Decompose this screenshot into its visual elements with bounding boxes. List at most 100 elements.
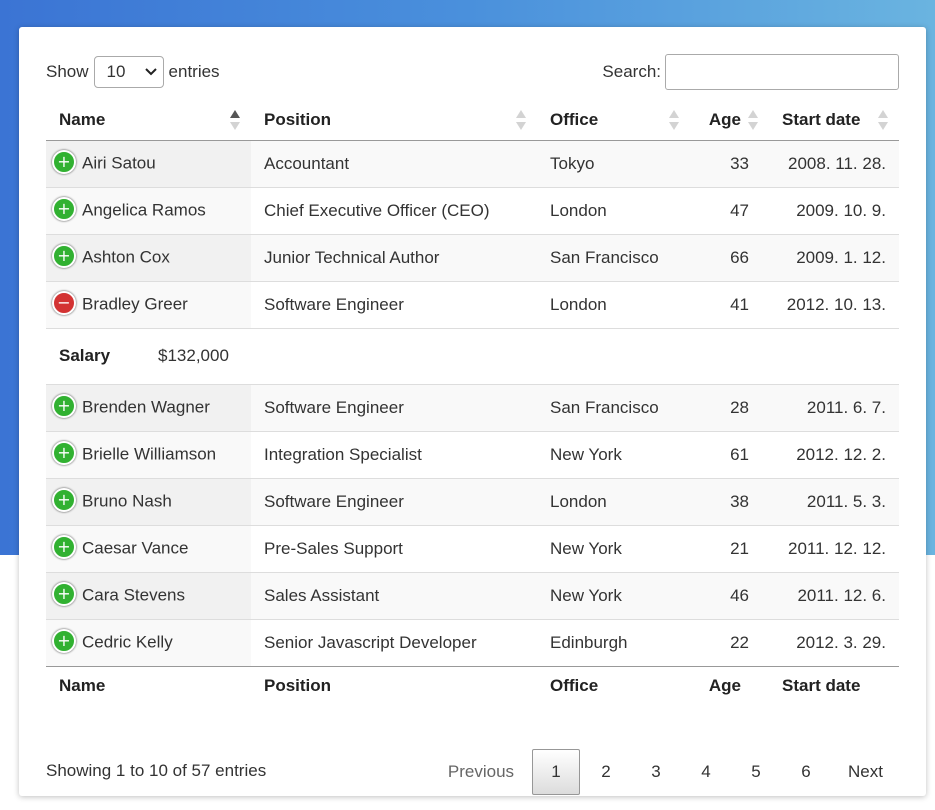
cell-position: Sales Assistant bbox=[251, 571, 537, 619]
expand-row-icon[interactable]: + bbox=[52, 393, 76, 418]
page-button-6[interactable]: 6 bbox=[801, 762, 811, 781]
cell-age: 21 bbox=[690, 524, 769, 572]
cell-position: Senior Javascript Developer bbox=[251, 618, 537, 666]
employee-name: Airi Satou bbox=[82, 152, 156, 172]
employee-name: Cara Stevens bbox=[82, 584, 185, 604]
child-detail-cell: Salary $132,000 bbox=[46, 327, 899, 384]
page-length-select[interactable]: 10 bbox=[93, 56, 164, 88]
cell-office: London bbox=[537, 477, 690, 525]
cell-office: San Francisco bbox=[537, 383, 690, 431]
expand-row-icon[interactable]: + bbox=[52, 487, 76, 512]
page-button-2[interactable]: 2 bbox=[601, 762, 611, 781]
next-button[interactable]: Next bbox=[848, 762, 883, 781]
expand-row-icon[interactable]: + bbox=[52, 534, 76, 559]
sort-icon bbox=[515, 109, 527, 131]
employee-table: Name Position Office Age Start date + Air… bbox=[46, 100, 899, 706]
collapse-row-icon[interactable]: − bbox=[52, 290, 76, 315]
sort-icon bbox=[668, 109, 680, 131]
sort-icon bbox=[747, 109, 759, 131]
salary-label: Salary bbox=[59, 346, 111, 365]
table-row: + Airi Satou Accountant Tokyo 33 2008. 11. 28… bbox=[46, 140, 899, 187]
cell-age: 22 bbox=[690, 618, 769, 666]
entries-label: entries bbox=[168, 62, 220, 81]
table-row: + Brenden Wagner Software Engineer San Fran… bbox=[46, 383, 899, 431]
column-header-label: Start date bbox=[782, 109, 861, 129]
employee-name: Caesar Vance bbox=[82, 537, 189, 557]
table-row: + Ashton Cox Junior Technical Author San Fr… bbox=[46, 233, 899, 281]
cell-name: + Brielle Williamson bbox=[46, 430, 251, 478]
cell-age: 47 bbox=[690, 186, 769, 234]
table-row: − Bradley Greer Software Engineer London 41 2… bbox=[46, 280, 899, 328]
table-row: + Angelica Ramos Chief Executive Officer (… bbox=[46, 186, 899, 234]
expand-row-icon[interactable]: + bbox=[52, 581, 76, 606]
cell-start-date: 2008. 11. 28. bbox=[769, 140, 899, 187]
cell-age: 46 bbox=[690, 571, 769, 619]
cell-office: San Francisco bbox=[537, 233, 690, 281]
column-header-name[interactable]: Name bbox=[46, 100, 251, 141]
column-footer-name: Name bbox=[46, 665, 251, 706]
sort-ascending-icon bbox=[229, 109, 241, 131]
column-header-office[interactable]: Office bbox=[537, 100, 690, 141]
column-header-label: Name bbox=[59, 109, 106, 129]
cell-name: + Brenden Wagner bbox=[46, 383, 251, 431]
table-row: + Caesar Vance Pre-Sales Support New York 21… bbox=[46, 524, 899, 572]
page-button-1[interactable]: 1 bbox=[532, 749, 581, 795]
cell-office: London bbox=[537, 280, 690, 328]
cell-name: − Bradley Greer bbox=[46, 280, 251, 328]
employee-name: Bradley Greer bbox=[82, 293, 188, 313]
cell-start-date: 2011. 12. 6. bbox=[769, 571, 899, 619]
cell-start-date: 2009. 10. 9. bbox=[769, 186, 899, 234]
column-footer-position: Position bbox=[251, 665, 537, 706]
column-footer-start-date: Start date bbox=[769, 665, 899, 706]
previous-button[interactable]: Previous bbox=[447, 762, 515, 781]
cell-position: Accountant bbox=[251, 140, 537, 187]
cell-name: + Ashton Cox bbox=[46, 233, 251, 281]
cell-name: + Cedric Kelly bbox=[46, 618, 251, 666]
cell-position: Software Engineer bbox=[251, 383, 537, 431]
page-length-value: 10 bbox=[106, 62, 126, 81]
employee-name: Angelica Ramos bbox=[82, 199, 206, 219]
cell-age: 33 bbox=[690, 140, 769, 187]
page-button-3[interactable]: 3 bbox=[651, 762, 661, 781]
column-header-age[interactable]: Age bbox=[690, 100, 769, 141]
expand-row-icon[interactable]: + bbox=[52, 149, 76, 174]
cell-office: London bbox=[537, 186, 690, 234]
employee-name: Brenden Wagner bbox=[82, 396, 210, 416]
table-info: Showing 1 to 10 of 57 entries bbox=[46, 761, 267, 780]
page-button-4[interactable]: 4 bbox=[701, 762, 711, 781]
column-header-position[interactable]: Position bbox=[251, 100, 537, 141]
cell-start-date: 2012. 3. 29. bbox=[769, 618, 899, 666]
cell-start-date: 2012. 12. 2. bbox=[769, 430, 899, 478]
expand-row-icon[interactable]: + bbox=[52, 196, 76, 221]
search-input[interactable] bbox=[665, 54, 899, 90]
cell-age: 38 bbox=[690, 477, 769, 525]
cell-office: Edinburgh bbox=[537, 618, 690, 666]
cell-position: Pre-Sales Support bbox=[251, 524, 537, 572]
page-button-5[interactable]: 5 bbox=[751, 762, 761, 781]
expand-row-icon[interactable]: + bbox=[52, 628, 76, 653]
employee-name: Cedric Kelly bbox=[82, 631, 173, 651]
chevron-down-icon bbox=[144, 68, 157, 76]
expand-row-icon[interactable]: + bbox=[52, 243, 76, 268]
datatable-card: Show 10 entries Search: Name Position Of… bbox=[19, 27, 926, 796]
cell-age: 28 bbox=[690, 383, 769, 431]
table-body: + Airi Satou Accountant Tokyo 33 2008. 11. 28… bbox=[46, 140, 899, 666]
table-row: + Bruno Nash Software Engineer London 38 2011… bbox=[46, 477, 899, 525]
cell-name: + Caesar Vance bbox=[46, 524, 251, 572]
cell-position: Software Engineer bbox=[251, 477, 537, 525]
employee-name: Bruno Nash bbox=[82, 490, 172, 510]
table-row: + Brielle Williamson Integration Specialis… bbox=[46, 430, 899, 478]
employee-name: Brielle Williamson bbox=[82, 443, 217, 463]
employee-name: Ashton Cox bbox=[82, 246, 170, 266]
cell-name: + Bruno Nash bbox=[46, 477, 251, 525]
expand-row-icon[interactable]: + bbox=[52, 440, 76, 465]
cell-office: New York bbox=[537, 571, 690, 619]
cell-position: Software Engineer bbox=[251, 280, 537, 328]
sort-icon bbox=[877, 109, 889, 131]
cell-office: Tokyo bbox=[537, 140, 690, 187]
cell-position: Junior Technical Author bbox=[251, 233, 537, 281]
cell-start-date: 2011. 5. 3. bbox=[769, 477, 899, 525]
pagination: Previous 1 2 3 4 5 6 Next bbox=[430, 749, 899, 795]
cell-office: New York bbox=[537, 430, 690, 478]
column-header-start-date[interactable]: Start date bbox=[769, 100, 899, 141]
